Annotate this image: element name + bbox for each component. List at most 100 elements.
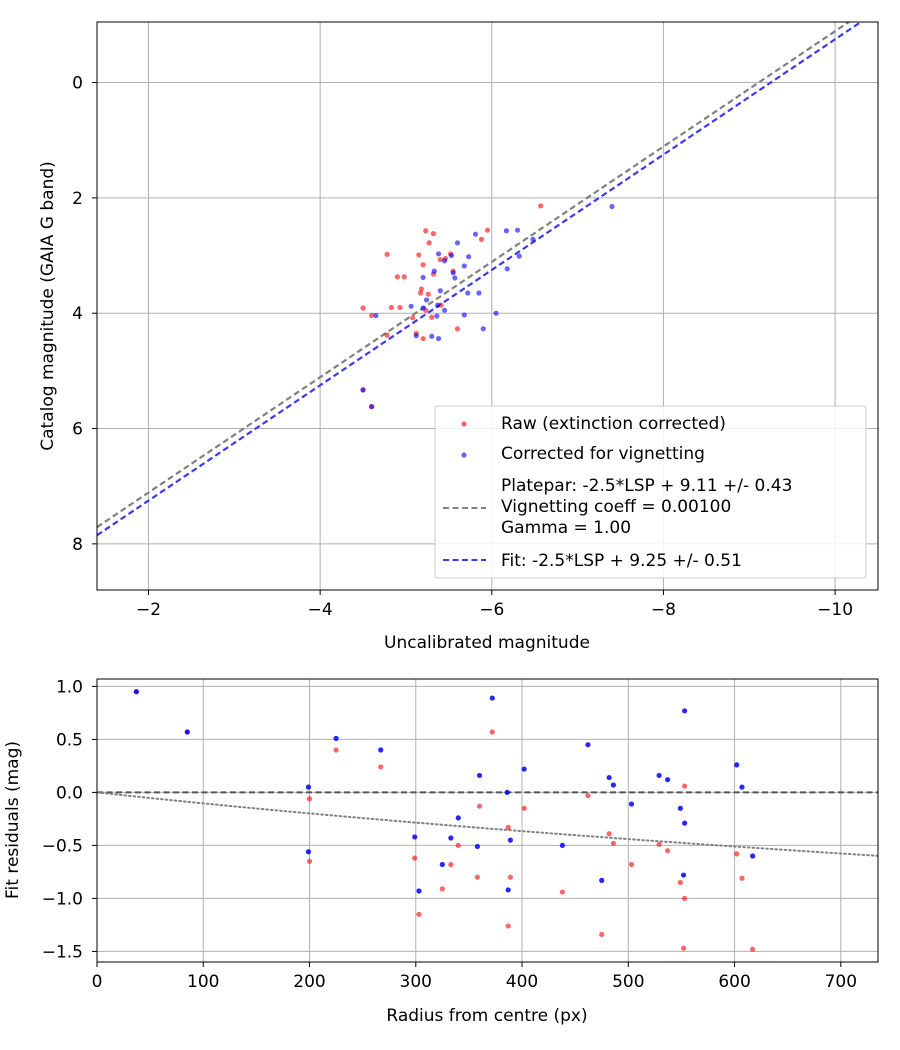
corrected-point xyxy=(454,240,461,246)
corrected-point xyxy=(420,305,426,311)
corrected-point xyxy=(429,333,435,339)
corrected-residual-point xyxy=(412,834,418,840)
raw-point xyxy=(420,335,426,342)
corrected-residual-point xyxy=(677,805,683,811)
corrected-residual-point xyxy=(133,689,139,695)
corrected-residual-point xyxy=(476,772,483,779)
corrected-point xyxy=(504,266,510,272)
x-tick-label: 100 xyxy=(187,972,219,992)
corrected-residual-point xyxy=(305,784,312,790)
y-tick-label: −0.5 xyxy=(42,836,83,856)
magnitude-calibration-chart: −2 −4 −6 −8 −10 0 2 4 6 8 Uncalibrated magnitude… xyxy=(38,21,879,653)
bottom-plot-frame xyxy=(96,678,879,963)
corrected-point xyxy=(413,333,419,339)
corrected-point xyxy=(431,268,437,274)
corrected-residual-point xyxy=(439,861,445,868)
corrected-point xyxy=(441,307,448,313)
legend-fit-label: Fit: -2.5*LSP + 9.25 +/- 0.51 xyxy=(501,551,742,571)
raw-point xyxy=(418,286,425,292)
vignetting-model-curve xyxy=(97,791,878,857)
legend-platepar-label: Platepar: -2.5*LSP + 9.11 +/- 0.43 Vignet… xyxy=(501,476,792,538)
raw-residual-point xyxy=(665,848,671,854)
raw-point xyxy=(384,332,390,338)
legend-platepar-line: Platepar: -2.5*LSP + 9.11 +/- 0.43 xyxy=(501,476,792,496)
corrected-residual-point xyxy=(507,837,513,843)
fit-line xyxy=(97,22,863,537)
y-tick-label: 0.5 xyxy=(56,730,83,750)
raw-point xyxy=(410,315,416,321)
corrected-residual-point xyxy=(682,708,688,714)
raw-residual-point xyxy=(734,851,740,857)
x-tick-label: 700 xyxy=(825,972,857,992)
raw-point xyxy=(369,312,375,319)
corrected-point xyxy=(435,335,442,342)
corrected-residual-point xyxy=(750,853,756,859)
raw-residual-point xyxy=(416,911,422,917)
top-y-axis-label: Catalog magnitude (GAIA G band) xyxy=(38,161,58,451)
x-tick-label: 200 xyxy=(293,972,325,992)
raw-point xyxy=(360,305,366,311)
corrected-residual-point xyxy=(599,877,605,883)
corrected-point xyxy=(452,275,458,281)
corrected-point xyxy=(609,203,615,210)
raw-residual-point xyxy=(507,874,513,880)
corrected-residual-point xyxy=(585,742,591,748)
raw-residual-point xyxy=(489,729,495,735)
legend-platepar-line: Gamma = 1.00 xyxy=(501,518,631,538)
x-tick-label: 600 xyxy=(718,972,750,992)
top-scatter-points xyxy=(360,203,615,410)
raw-residual-point xyxy=(599,931,605,938)
raw-point xyxy=(397,304,403,311)
raw-residual-point xyxy=(439,886,445,892)
raw-point xyxy=(394,274,400,280)
corrected-residual-point xyxy=(682,820,688,826)
corrected-point xyxy=(503,228,509,234)
corrected-point xyxy=(441,258,448,264)
corrected-point xyxy=(450,270,456,276)
legend-corrected-marker xyxy=(461,452,467,458)
corrected-residual-point xyxy=(521,766,527,772)
corrected-point xyxy=(530,236,536,242)
raw-point xyxy=(420,262,426,268)
top-x-ticks: −2 −4 −6 −8 −10 xyxy=(136,590,853,620)
corrected-residual-point xyxy=(656,772,662,779)
raw-residual-point xyxy=(559,889,566,895)
raw-residual-point xyxy=(739,875,745,881)
raw-residual-point xyxy=(521,805,527,811)
raw-residual-point xyxy=(412,855,418,861)
legend-corrected-label: Corrected for vignetting xyxy=(501,444,705,464)
corrected-point xyxy=(516,253,522,259)
raw-residual-point xyxy=(656,841,662,847)
x-tick-label: 400 xyxy=(506,972,538,992)
y-tick-label: 6 xyxy=(72,420,83,440)
corrected-point xyxy=(360,387,366,393)
top-plot-frame xyxy=(96,21,879,591)
corrected-residual-point xyxy=(680,872,687,878)
corrected-point xyxy=(423,297,430,303)
corrected-residual-point xyxy=(559,842,566,849)
residuals-chart: 0 100 200 300 400 500 600 700 1.0 0.5 0.0 −0.5 −1.0… xyxy=(3,677,879,1026)
bottom-x-ticks: 0 100 200 300 400 500 600 700 xyxy=(92,962,857,992)
top-x-axis-label: Uncalibrated magnitude xyxy=(384,633,590,653)
legend-raw-marker xyxy=(461,421,467,427)
legend-platepar-line: Vignetting coeff = 0.00100 xyxy=(501,497,731,517)
raw-point xyxy=(454,326,461,332)
top-fit-lines xyxy=(97,22,863,537)
bottom-y-ticks: 1.0 0.5 0.0 −0.5 −1.0 −1.5 xyxy=(42,677,97,962)
raw-residual-point xyxy=(448,861,454,868)
corrected-residual-point xyxy=(504,789,510,796)
corrected-point xyxy=(461,263,467,269)
raw-point xyxy=(401,274,407,280)
corrected-residual-point xyxy=(333,735,339,741)
raw-point xyxy=(484,227,491,233)
raw-residual-point xyxy=(750,946,756,952)
bottom-reference-lines xyxy=(97,791,878,857)
corrected-point xyxy=(369,404,375,410)
corrected-point xyxy=(408,303,414,309)
x-tick-label: 500 xyxy=(612,972,644,992)
raw-residual-point xyxy=(306,858,313,864)
legend-raw-label: Raw (extinction corrected) xyxy=(501,414,726,434)
bottom-plot-area xyxy=(97,679,878,962)
corrected-point xyxy=(434,313,440,319)
